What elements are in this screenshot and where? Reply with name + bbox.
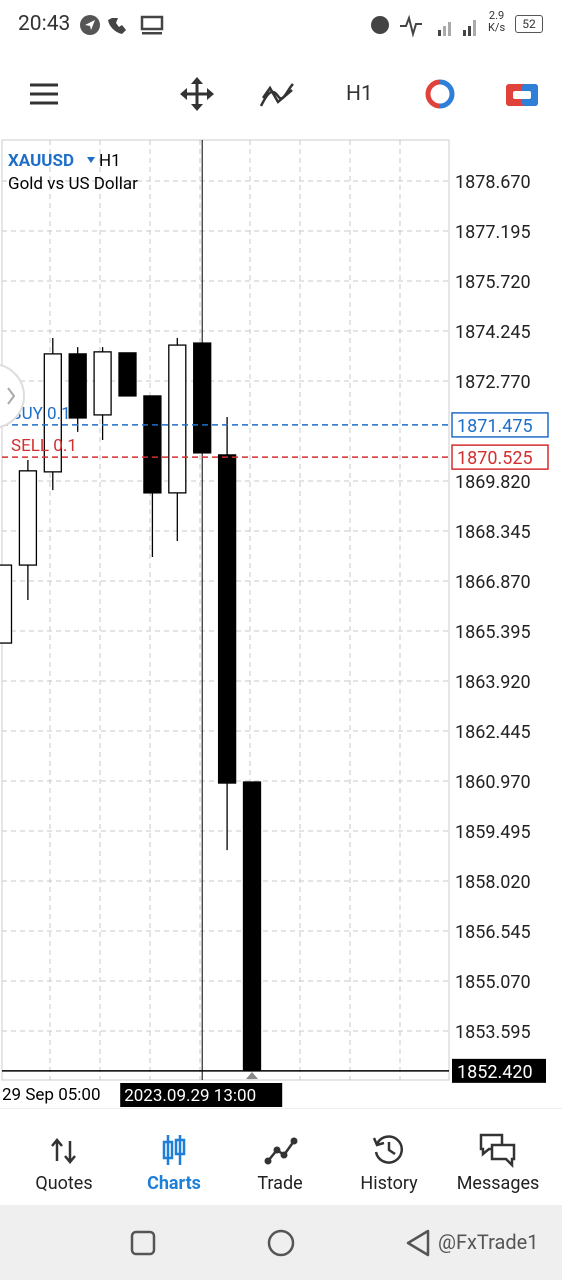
system-nav: @FxTrade1 bbox=[0, 1205, 562, 1280]
speed-unit: K/s bbox=[488, 21, 506, 34]
objects-button[interactable] bbox=[425, 79, 455, 109]
y-tick-label: 1872.770 bbox=[455, 372, 531, 393]
last-price-marker bbox=[246, 1072, 258, 1079]
timeframe-button[interactable]: H1 bbox=[346, 82, 373, 106]
toolbar: H1 bbox=[0, 52, 562, 138]
nav-item[interactable]: Charts bbox=[118, 1109, 230, 1206]
candle-body bbox=[93, 351, 112, 416]
charts-icon bbox=[162, 1135, 186, 1165]
speed-value: 2.9 bbox=[488, 9, 505, 22]
nav-item[interactable]: Trade bbox=[224, 1109, 336, 1206]
crosshair-x-box bbox=[120, 1083, 283, 1107]
watermark: @FxTrade1 bbox=[438, 1230, 539, 1254]
nav-item[interactable]: Quotes bbox=[8, 1109, 120, 1206]
last-price-label: 1852.420 bbox=[457, 1062, 533, 1083]
chart-timeframe: H1 bbox=[99, 151, 121, 171]
crosshair-x-label: 2023.09.29 13:00 bbox=[124, 1086, 256, 1106]
buy-label: BUY 0.1 bbox=[11, 404, 71, 424]
toolbar-icons bbox=[30, 77, 538, 111]
quotes-icon bbox=[51, 1138, 76, 1164]
messages-icon bbox=[479, 1133, 516, 1169]
symbol: XAUUSD bbox=[8, 151, 74, 171]
recents-button[interactable] bbox=[130, 1230, 156, 1256]
status-bar: 20:43 2.9 K/s 52 bbox=[0, 0, 562, 52]
y-tick-label: 1865.395 bbox=[455, 622, 531, 643]
chart-description: Gold vs US Dollar bbox=[8, 174, 138, 194]
nav-item[interactable]: Messages bbox=[442, 1109, 554, 1206]
y-tick-label: 1877.195 bbox=[455, 222, 531, 243]
side-handle-arrow bbox=[7, 387, 16, 405]
status-right-icons bbox=[371, 14, 476, 38]
y-tick-label: 1869.820 bbox=[455, 472, 531, 493]
candle-body bbox=[18, 470, 38, 566]
nav-label: Messages bbox=[456, 1173, 540, 1194]
home-button[interactable] bbox=[267, 1229, 295, 1257]
y-tick-label: 1858.020 bbox=[455, 872, 531, 893]
indicators-button[interactable] bbox=[259, 83, 294, 107]
x-tick-label: 29 Sep 05:00 bbox=[2, 1085, 101, 1105]
candle-body bbox=[217, 454, 237, 784]
nav-item[interactable]: History bbox=[333, 1109, 445, 1206]
nav-label: Charts bbox=[147, 1173, 201, 1194]
battery: 52 bbox=[515, 15, 543, 33]
sell-price: 1870.525 bbox=[457, 448, 533, 469]
symbol-dropdown bbox=[87, 157, 95, 163]
status-icons bbox=[80, 15, 164, 35]
y-tick-label: 1875.720 bbox=[455, 272, 531, 293]
side-handle bbox=[0, 363, 25, 429]
bottom-nav: Quotes Charts Trade History Messages bbox=[0, 1108, 562, 1206]
candle-body bbox=[118, 352, 137, 397]
y-tick-label: 1862.445 bbox=[455, 722, 531, 743]
menu-button[interactable] bbox=[30, 83, 58, 105]
sell-price-box bbox=[451, 444, 549, 470]
candle-body bbox=[168, 344, 187, 494]
back-button[interactable] bbox=[406, 1229, 430, 1257]
nav-label: Quotes bbox=[35, 1173, 93, 1194]
system-nav-icons bbox=[130, 1229, 430, 1257]
candle-body bbox=[43, 353, 62, 473]
chart: 1878.670 1877.195 1875.720 1874.245 1872.770… bbox=[0, 139, 549, 1107]
crosshair-button[interactable] bbox=[180, 77, 214, 111]
y-tick-label: 1856.545 bbox=[455, 922, 531, 943]
buy-price-box bbox=[451, 412, 549, 438]
trade-button[interactable] bbox=[506, 84, 538, 106]
candle-body bbox=[0, 564, 13, 644]
nav-label: Trade bbox=[257, 1173, 303, 1194]
y-tick-label: 1868.345 bbox=[455, 522, 531, 543]
y-tick-label: 1866.870 bbox=[455, 572, 531, 593]
candle-body bbox=[143, 395, 162, 494]
y-tick-label: 1878.670 bbox=[455, 172, 531, 193]
y-tick-label: 1874.245 bbox=[455, 322, 531, 343]
net-speed: 2.9 K/s bbox=[488, 10, 505, 34]
sell-label: SELL 0.1 bbox=[11, 436, 77, 456]
candle-body bbox=[68, 353, 87, 419]
y-tick-label: 1853.595 bbox=[455, 1022, 531, 1043]
nav-label: History bbox=[360, 1173, 418, 1194]
buy-price: 1871.475 bbox=[457, 416, 533, 437]
clock: 20:43 bbox=[18, 12, 71, 36]
trade-icon bbox=[264, 1137, 298, 1165]
y-tick-label: 1859.495 bbox=[455, 822, 531, 843]
y-tick-label: 1855.070 bbox=[455, 972, 531, 993]
history-icon bbox=[372, 1135, 404, 1164]
candle-body bbox=[242, 781, 262, 1072]
y-tick-label: 1863.920 bbox=[455, 672, 531, 693]
last-price-box bbox=[452, 1058, 546, 1083]
y-tick-label: 1860.970 bbox=[455, 772, 531, 793]
